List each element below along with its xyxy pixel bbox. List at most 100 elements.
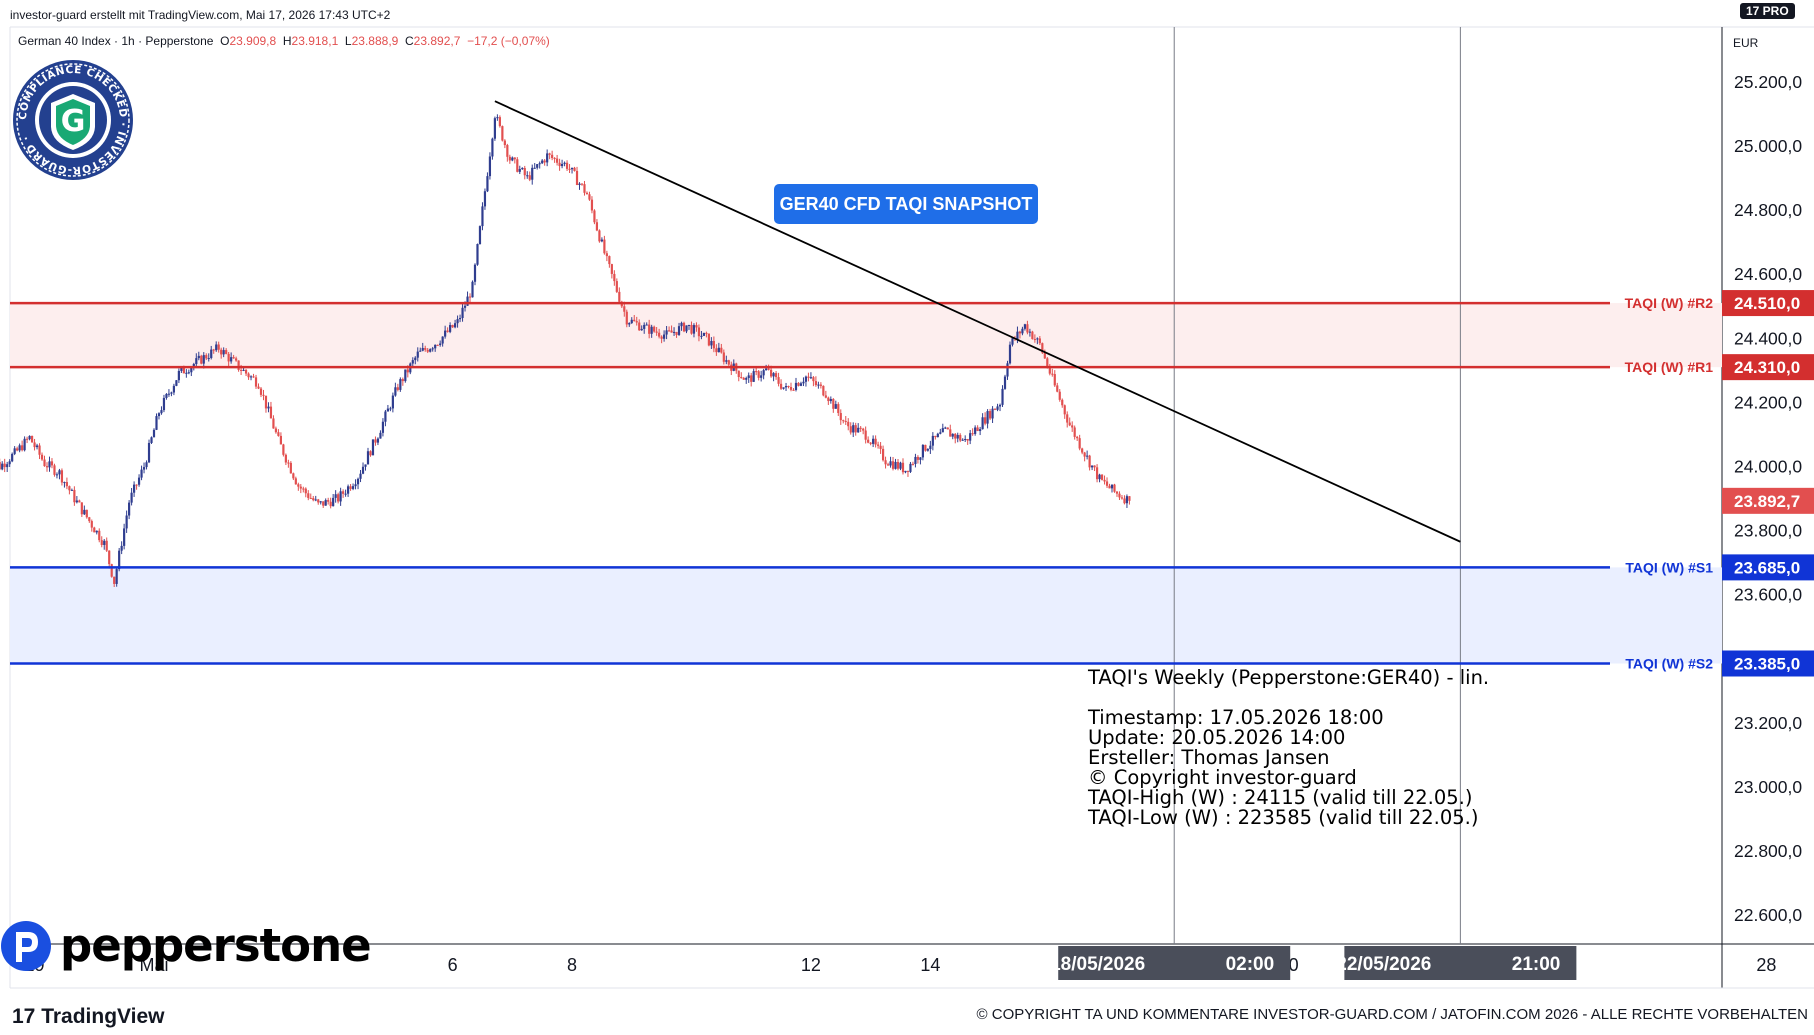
candle-body xyxy=(645,324,648,326)
candle-body xyxy=(546,153,549,163)
candle-body xyxy=(1003,376,1007,389)
candle-body xyxy=(155,416,158,430)
candle-body xyxy=(926,449,929,451)
candle-body xyxy=(640,328,643,331)
created-by-text: investor-guard erstellt mit TradingView.… xyxy=(10,8,391,22)
candle-body xyxy=(660,336,663,339)
level-name-label: TAQI (W) #S2 xyxy=(1625,655,1713,671)
candle-body xyxy=(466,296,469,306)
candle-body xyxy=(665,330,668,335)
candle-body xyxy=(782,387,785,389)
candle-body xyxy=(461,307,464,318)
candle-body xyxy=(1068,422,1071,426)
candle-body xyxy=(984,417,987,424)
candle-body xyxy=(513,157,516,160)
level-price-label: 23.385,0 xyxy=(1734,654,1800,673)
candle-body xyxy=(772,373,775,377)
candle-body xyxy=(80,502,83,515)
candle-body xyxy=(951,433,954,437)
candle-body xyxy=(852,425,855,433)
candle-body xyxy=(364,464,367,467)
candle-body xyxy=(956,434,959,439)
candle-body xyxy=(451,325,454,328)
candle-body xyxy=(740,377,743,379)
candle-body xyxy=(247,373,250,378)
candle-body xyxy=(128,502,131,516)
symbol-legend[interactable]: German 40 Index · 1h · Pepperstone O23.9… xyxy=(18,34,550,48)
candle-body xyxy=(419,350,422,352)
candle-body xyxy=(625,311,628,325)
candle-body xyxy=(894,461,897,469)
candle-body xyxy=(575,170,579,185)
candle-body xyxy=(217,344,220,350)
candle-body xyxy=(242,369,245,371)
candle-body xyxy=(570,167,574,170)
snapshot-button[interactable]: GER40 CFD TAQI SNAPSHOT xyxy=(774,184,1038,224)
level-price-tag xyxy=(1722,650,1814,677)
candle-body xyxy=(152,429,156,438)
candle-body xyxy=(941,428,944,433)
candle-body xyxy=(446,330,449,332)
candle-body xyxy=(966,438,969,441)
candle-body xyxy=(150,437,153,443)
candle-body xyxy=(658,332,661,337)
candle-body xyxy=(991,408,994,419)
candle-body xyxy=(1076,436,1079,439)
candle-body xyxy=(971,433,974,435)
candle-body xyxy=(404,369,407,382)
candle-body xyxy=(165,393,168,398)
info-line xyxy=(1088,688,1489,708)
candle-body xyxy=(901,462,905,473)
candle-body xyxy=(526,175,529,177)
candle-body xyxy=(511,157,514,161)
candle-body xyxy=(516,159,519,172)
candle-body xyxy=(1081,448,1084,453)
candle-body xyxy=(998,404,1002,407)
candle-body xyxy=(105,540,108,551)
candle-body xyxy=(680,322,683,327)
y-tick-label: 25.200,0 xyxy=(1734,72,1802,92)
candle-body xyxy=(750,375,753,382)
candle-body xyxy=(787,385,790,387)
candle-body xyxy=(707,333,710,346)
low-label: L xyxy=(344,34,352,48)
candle-body xyxy=(849,426,852,433)
trendline[interactable] xyxy=(494,100,1461,543)
candle-body xyxy=(964,438,967,440)
candle-body xyxy=(712,340,715,349)
candle-body xyxy=(28,435,31,440)
candle-body xyxy=(939,432,942,434)
y-tick-label: 25.000,0 xyxy=(1734,136,1802,156)
candle-body xyxy=(541,160,544,164)
y-tick-label: 24.600,0 xyxy=(1734,264,1802,284)
candle-body xyxy=(361,466,365,474)
candle-body xyxy=(1110,484,1114,489)
candle-body xyxy=(439,343,442,346)
candle-body xyxy=(396,387,399,390)
candle-body xyxy=(324,500,327,506)
candle-body xyxy=(1053,374,1056,386)
candle-body xyxy=(697,327,701,337)
candle-body xyxy=(690,324,693,334)
candle-body xyxy=(906,470,910,472)
y-tick-label: 23.200,0 xyxy=(1734,713,1802,733)
candle-body xyxy=(38,445,41,455)
tradingview-logo[interactable]: 17 TradingView xyxy=(12,1005,165,1029)
candle-body xyxy=(118,550,121,570)
last-price-label: 23.892,7 xyxy=(1734,492,1800,511)
candle-body xyxy=(58,470,61,475)
candle-body xyxy=(583,184,586,193)
candle-body xyxy=(1128,496,1131,501)
candle-body xyxy=(73,489,76,503)
candle-body xyxy=(264,395,268,409)
candle-body xyxy=(294,478,297,485)
candle-body xyxy=(531,167,534,180)
candle-body xyxy=(1123,498,1126,504)
candle-body xyxy=(1091,465,1094,468)
candle-body xyxy=(722,352,725,362)
candle-body xyxy=(309,497,312,499)
candle-body xyxy=(767,368,770,370)
candle-body xyxy=(289,462,292,474)
candle-body xyxy=(342,491,345,494)
